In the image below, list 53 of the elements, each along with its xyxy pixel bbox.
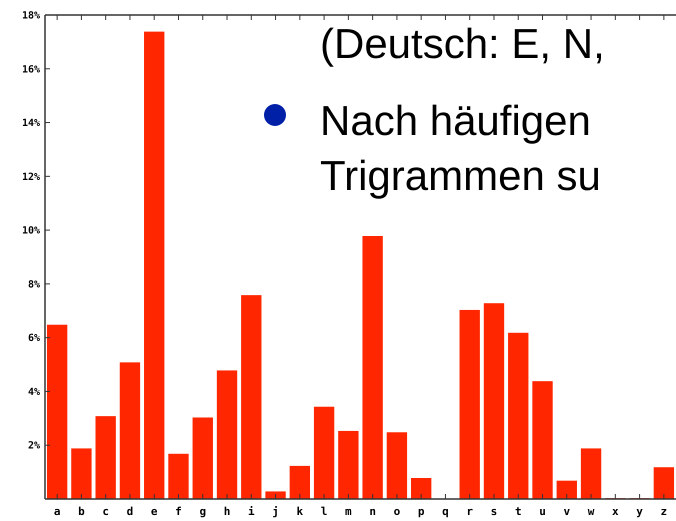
bar xyxy=(167,452,190,500)
x-tick-label: q xyxy=(442,505,449,518)
bar xyxy=(192,416,214,500)
bar xyxy=(216,369,238,500)
x-tick-label: s xyxy=(490,505,498,518)
bar xyxy=(482,302,506,500)
x-tick-label: c xyxy=(102,505,109,518)
x-tick-label: g xyxy=(199,505,206,518)
x-tick-label: f xyxy=(175,505,182,518)
x-tick-label: n xyxy=(369,505,376,518)
x-tick-label: m xyxy=(345,505,352,518)
x-tick-label: j xyxy=(272,505,279,518)
y-tick-label: 18% xyxy=(22,10,40,22)
bar xyxy=(118,361,142,500)
y-tick-label: 10% xyxy=(22,226,40,237)
x-tick-label: u xyxy=(539,505,546,518)
y-tick-label: 8% xyxy=(28,279,40,290)
x-tick-label: b xyxy=(78,505,86,518)
bar xyxy=(580,447,602,500)
y-tick-label: 6% xyxy=(28,333,40,344)
y-tick-label: 16% xyxy=(22,64,40,76)
bar xyxy=(410,476,432,500)
bar xyxy=(143,30,166,500)
y-tick-label: 4% xyxy=(28,386,40,398)
x-tick-label: a xyxy=(54,505,60,518)
x-tick-label: k xyxy=(296,505,304,518)
bar xyxy=(556,480,578,500)
x-tick-label: x xyxy=(612,505,620,518)
x-tick-label: l xyxy=(320,505,328,518)
x-tick-label: y xyxy=(636,505,644,518)
x-tick-label: p xyxy=(418,505,425,518)
x-tick-label: o xyxy=(394,505,401,518)
y-tick-label: 14% xyxy=(22,118,40,130)
x-tick-label: e xyxy=(150,505,158,518)
y-tick-label: 2% xyxy=(28,440,40,452)
annotation: Nach häufigen xyxy=(320,97,591,144)
x-tick-label: i xyxy=(248,505,255,518)
x-tick-label: z xyxy=(660,505,668,518)
bar xyxy=(531,380,554,500)
x-tick-label: w xyxy=(588,505,595,518)
x-tick-label: v xyxy=(563,505,570,518)
annotation: Trigrammen su xyxy=(320,152,601,199)
x-tick-label: d xyxy=(126,505,134,518)
bar xyxy=(507,332,530,500)
bar xyxy=(288,464,312,500)
y-tick-label: 12% xyxy=(22,172,40,183)
bar xyxy=(94,415,117,500)
annotation: (Deutsch: E, N, xyxy=(320,20,605,67)
x-tick-label: r xyxy=(466,505,474,518)
bar xyxy=(458,308,481,500)
bar xyxy=(240,294,262,500)
x-tick-label: h xyxy=(224,505,230,518)
x-tick-label: t xyxy=(514,505,522,518)
